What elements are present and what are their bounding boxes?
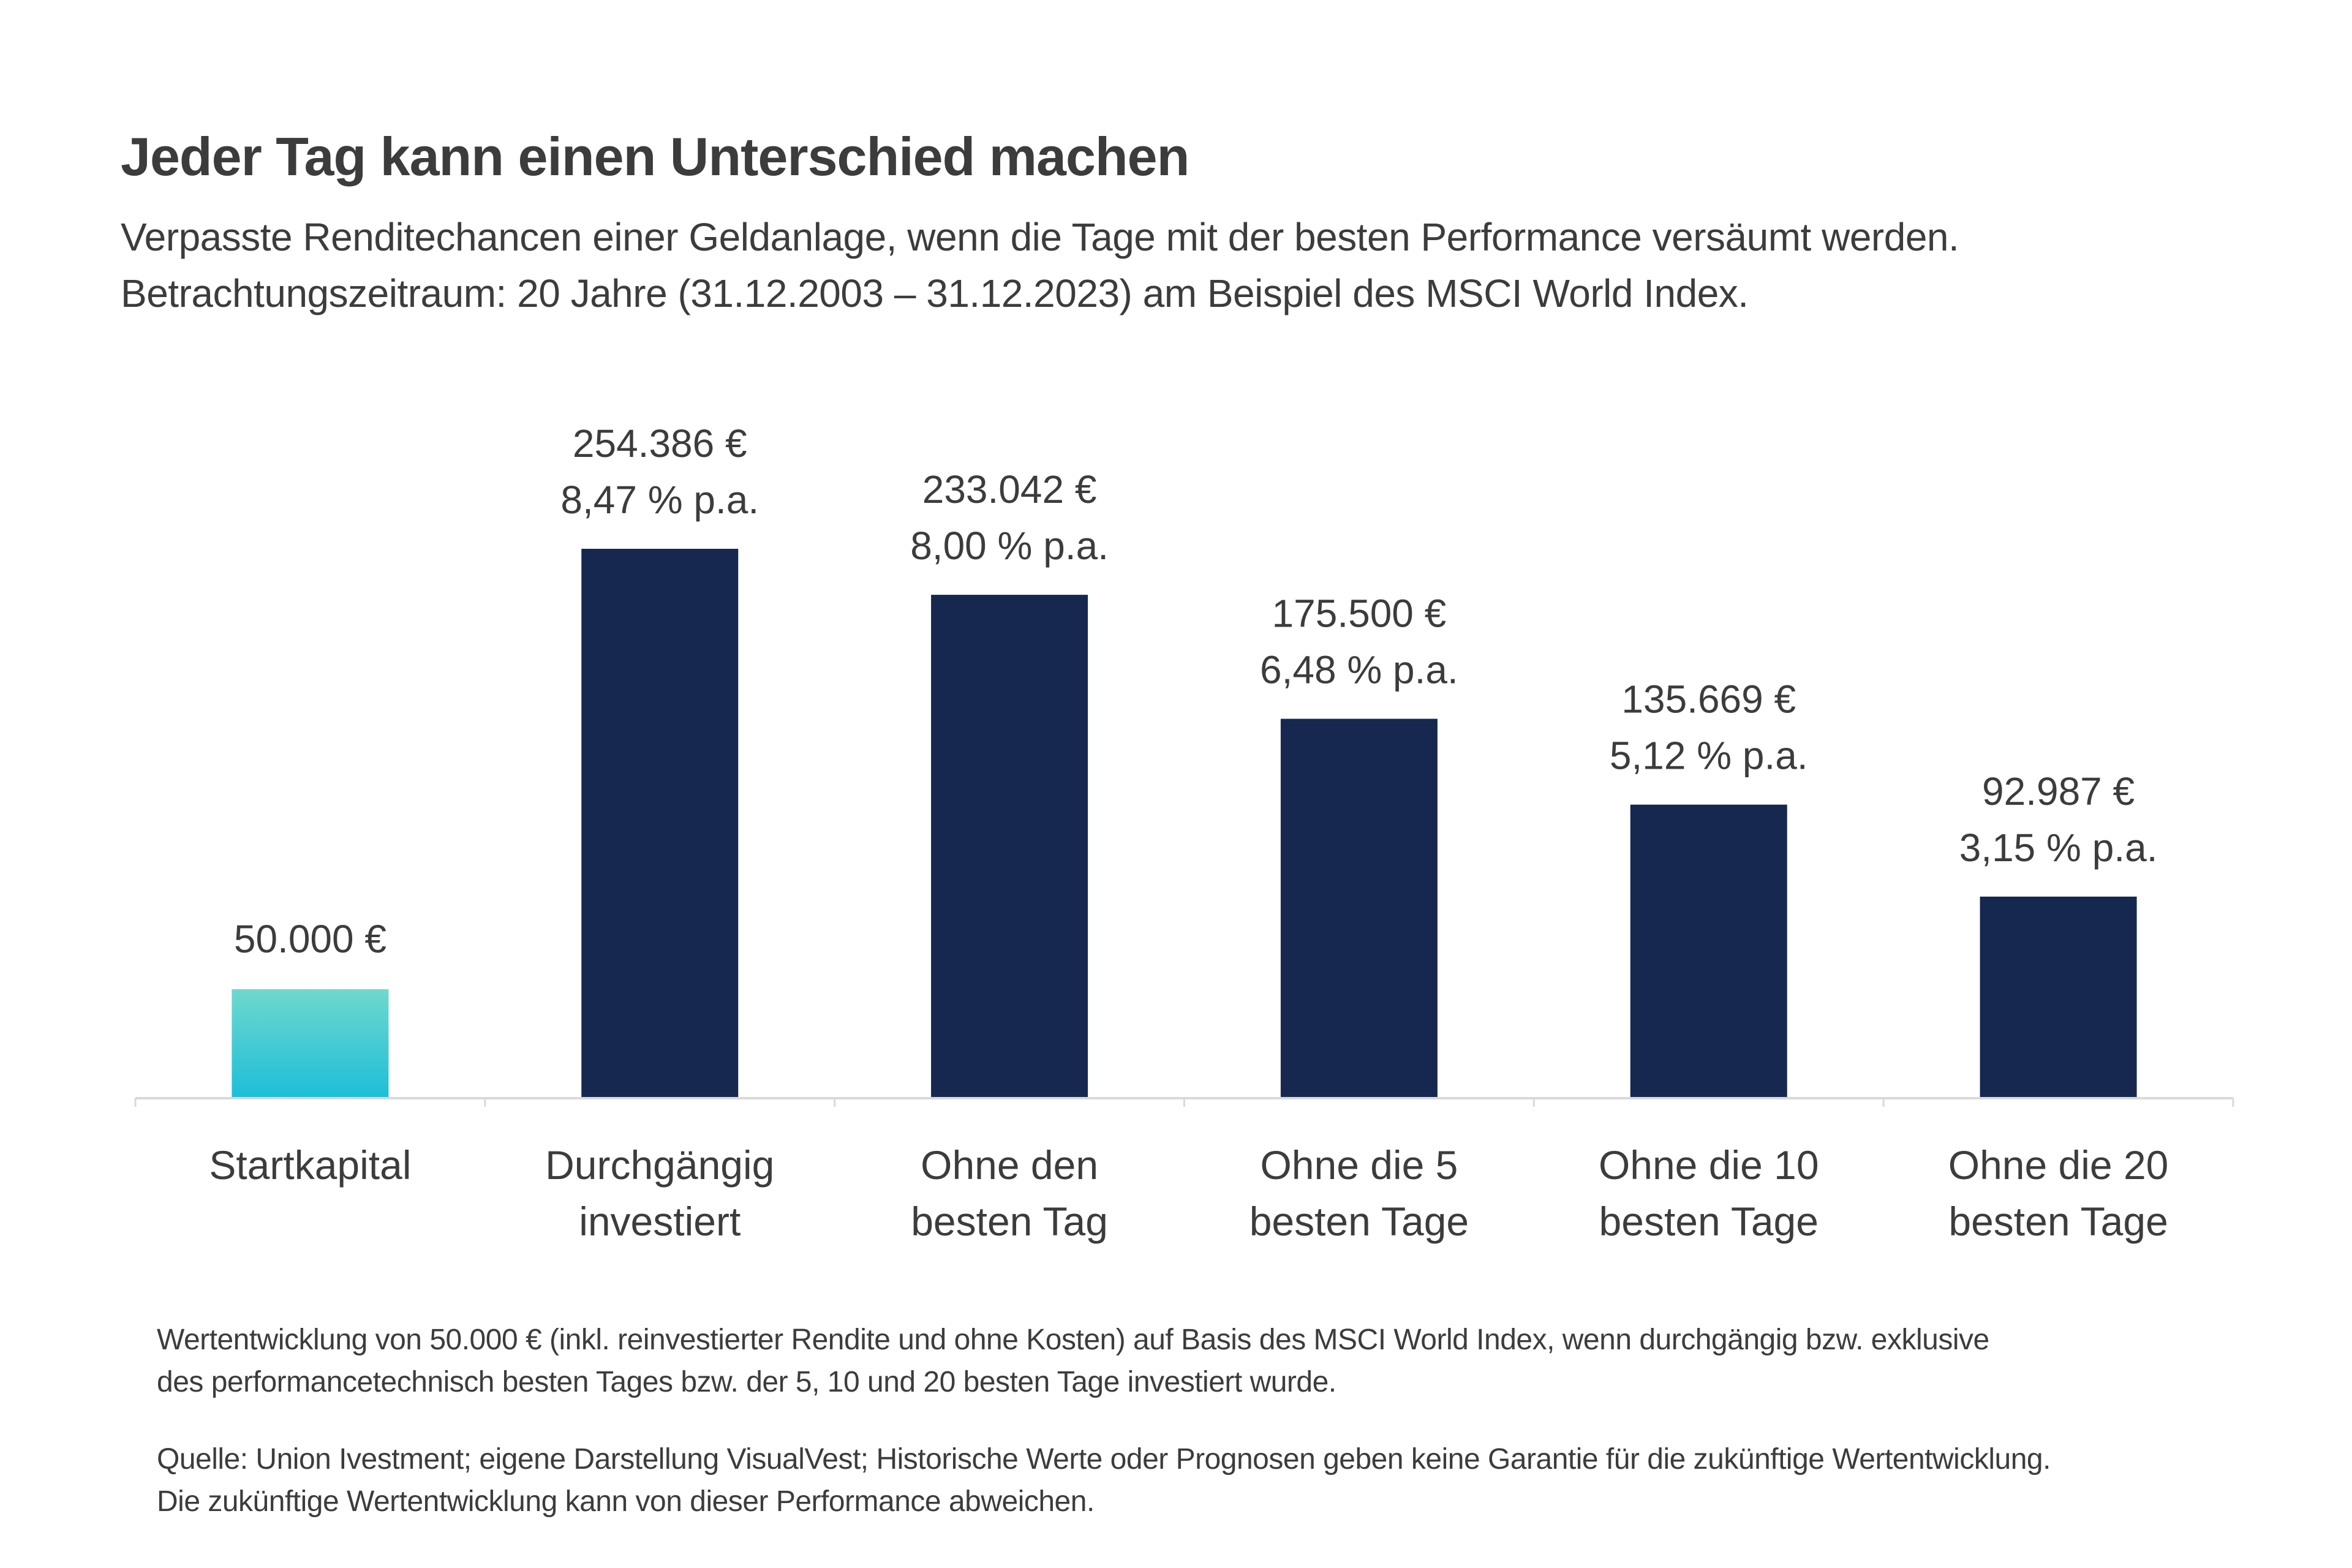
- value-label: 92.987 €: [1982, 769, 2135, 813]
- value-label: 135.669 €: [1621, 677, 1796, 722]
- footnote-line-2: des performancetechnisch besten Tages bz…: [157, 1366, 1336, 1398]
- bar: [1980, 896, 2137, 1097]
- rate-label: 5,12 % p.a.: [1610, 734, 1808, 778]
- category-label: besten Tage: [1250, 1199, 1469, 1244]
- category-label: Ohne die 10: [1599, 1142, 1819, 1188]
- category-label: Ohne den: [921, 1142, 1098, 1188]
- footnote-line-1: Wertentwicklung von 50.000 € (inkl. rein…: [157, 1324, 1989, 1356]
- value-label: 233.042 €: [922, 467, 1097, 511]
- value-label: 50.000 €: [234, 917, 386, 961]
- category-label: besten Tage: [1599, 1199, 1819, 1244]
- category-label: Ohne die 20: [1948, 1142, 2169, 1188]
- chart-title: Jeder Tag kann einen Unterschied machen: [121, 126, 1189, 187]
- rate-label: 8,00 % p.a.: [910, 524, 1109, 568]
- category-label: Ohne die 5: [1260, 1142, 1458, 1188]
- value-label: 254.386 €: [573, 421, 747, 466]
- footnote-line-3: Quelle: Union Ivestment; eigene Darstell…: [157, 1443, 2051, 1476]
- bar: [931, 595, 1088, 1097]
- bar: [1280, 718, 1438, 1097]
- category-label: besten Tage: [1948, 1199, 2168, 1244]
- category-label: investiert: [579, 1199, 741, 1244]
- rate-label: 6,48 % p.a.: [1260, 648, 1458, 692]
- rate-label: 3,15 % p.a.: [1959, 826, 2158, 870]
- category-label: Startkapital: [209, 1142, 411, 1188]
- footnote-line-4: Die zukünftige Wertentwicklung kann von …: [157, 1485, 1095, 1518]
- bar: [232, 989, 389, 1097]
- subtitle-line-1: Verpasste Renditechancen einer Geldanlag…: [121, 215, 1959, 259]
- subtitle-line-2: Betrachtungszeitraum: 20 Jahre (31.12.20…: [121, 271, 1749, 315]
- category-label: besten Tag: [911, 1199, 1108, 1244]
- value-label: 175.500 €: [1272, 592, 1447, 636]
- category-label: Durchgängig: [545, 1142, 774, 1188]
- bar: [1630, 804, 1787, 1097]
- rate-label: 8,47 % p.a.: [560, 478, 759, 522]
- bar: [581, 549, 739, 1097]
